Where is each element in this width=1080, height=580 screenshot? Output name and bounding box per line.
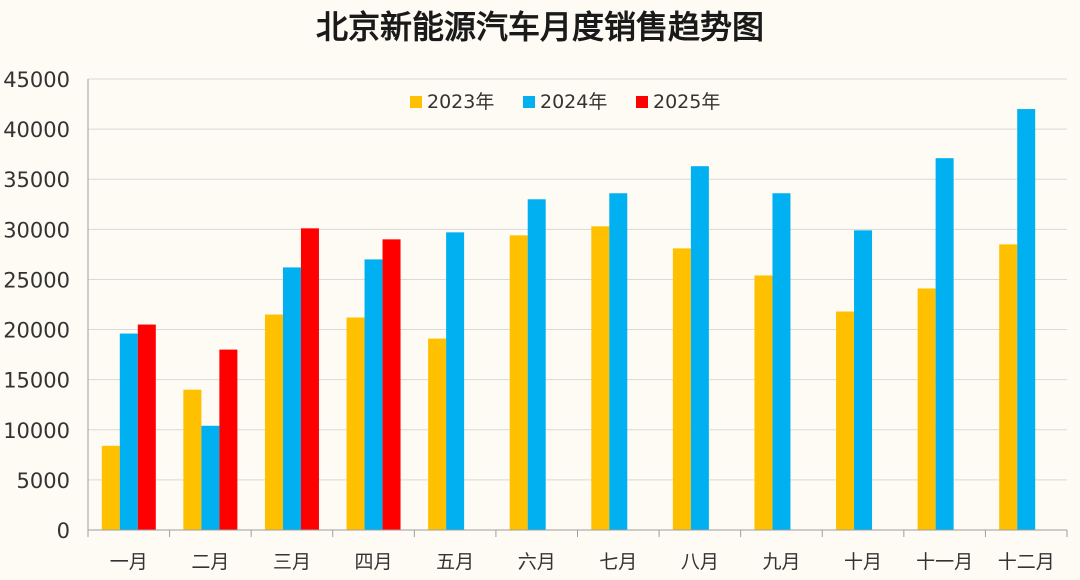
- bar-2025年-二月: [219, 349, 238, 530]
- bar-2024年-六月: [527, 199, 546, 530]
- bar-2024年-四月: [364, 259, 383, 530]
- bar-2024年-十二月: [1017, 109, 1036, 531]
- y-tick-label: 25000: [3, 268, 70, 292]
- y-tick-labels: 0 5000 10000 15000 20000 25000 30000 35000 40000…: [3, 68, 70, 543]
- legend-label: 2024年: [540, 91, 607, 113]
- y-tick-label: 35000: [3, 168, 70, 192]
- legend-swatch: [636, 96, 648, 108]
- x-tick-label: 十一月: [916, 551, 973, 573]
- y-tick-label: 40000: [3, 118, 70, 142]
- bar-2023年-六月: [509, 235, 528, 530]
- legend-label: 2023年: [427, 91, 494, 113]
- x-tick-label: 六月: [518, 551, 556, 573]
- bar-2023年-一月: [101, 445, 120, 530]
- bar-2023年-七月: [591, 226, 610, 530]
- x-tick-label: 十二月: [998, 551, 1055, 573]
- y-tick-label: 45000: [3, 68, 70, 92]
- x-tick-label: 五月: [436, 551, 474, 573]
- y-tick-label: 5000: [17, 469, 70, 493]
- legend: 2023年 2024年 2025年: [410, 91, 720, 113]
- chart-title: 北京新能源汽车月度销售趋势图: [316, 8, 764, 46]
- y-tick-label: 15000: [3, 369, 70, 393]
- bar-2023年-五月: [428, 338, 447, 530]
- bar-2024年-七月: [609, 193, 628, 530]
- x-tick-label: 四月: [355, 551, 393, 573]
- bar-2024年-十月: [854, 230, 873, 530]
- bars: [101, 109, 1036, 531]
- x-tick-label: 一月: [110, 551, 148, 573]
- bar-2025年-一月: [137, 324, 156, 530]
- y-tick-label: 20000: [3, 319, 70, 343]
- bar-2023年-十月: [836, 311, 855, 530]
- legend-swatch: [523, 96, 535, 108]
- gridlines: [88, 78, 1067, 481]
- bar-2023年-十一月: [917, 288, 936, 530]
- bar-2023年-九月: [754, 275, 773, 530]
- x-tick-label: 十月: [844, 551, 882, 573]
- legend-swatch: [410, 96, 422, 108]
- bar-2024年-二月: [201, 425, 220, 530]
- bar-2023年-四月: [346, 317, 365, 530]
- bar-2025年-三月: [300, 228, 319, 530]
- x-tick-label: 七月: [599, 551, 637, 573]
- bar-2023年-十二月: [999, 244, 1018, 530]
- bar-2024年-八月: [690, 166, 709, 530]
- legend-label: 2025年: [653, 91, 720, 113]
- x-tick-labels: 一月 二月 三月 四月 五月 六月 七月 八月 九月 十月 十一月 十二月: [110, 551, 1055, 573]
- bar-2024年-九月: [772, 193, 791, 530]
- axes: [87, 79, 1068, 537]
- y-tick-label: 30000: [3, 218, 70, 242]
- y-tick-label: 0: [57, 519, 70, 543]
- x-tick-label: 九月: [762, 551, 800, 573]
- bar-2024年-一月: [119, 333, 138, 530]
- y-tick-label: 10000: [3, 419, 70, 443]
- bar-2024年-五月: [446, 232, 465, 530]
- bar-2023年-八月: [672, 248, 691, 530]
- bar-2023年-二月: [183, 389, 202, 530]
- x-tick-label: 三月: [273, 551, 311, 573]
- bar-2025年-四月: [382, 239, 401, 530]
- bar-2024年-十一月: [935, 158, 954, 531]
- x-tick-label: 二月: [191, 551, 229, 573]
- x-tick-label: 八月: [681, 551, 719, 573]
- bar-2023年-三月: [264, 314, 283, 530]
- bar-2024年-三月: [282, 267, 301, 530]
